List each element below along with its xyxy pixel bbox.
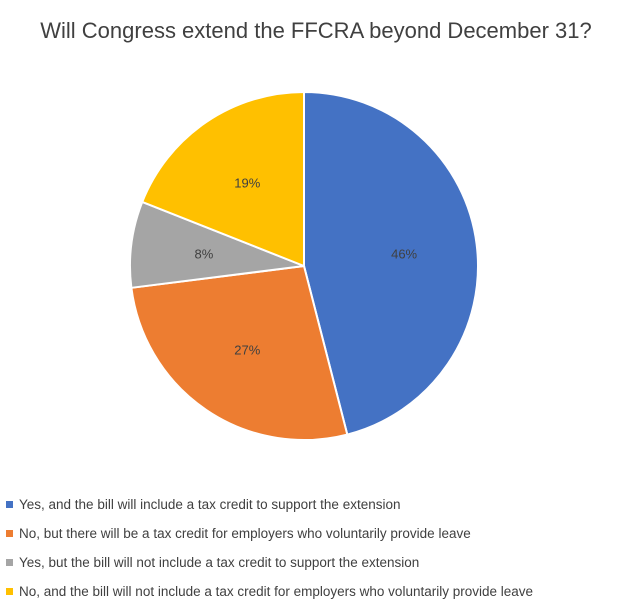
legend-label-0: Yes, and the bill will include a tax cre… [19, 497, 401, 512]
pie-slice-3 [140, 90, 305, 268]
legend-label-3: No, and the bill will not include a tax … [19, 584, 534, 599]
pie-slice-0 [303, 90, 479, 436]
legend-item-1: No, but there will be a tax credit for e… [6, 519, 630, 548]
chart-legend: Yes, and the bill will include a tax cre… [6, 490, 630, 606]
legend-item-3: No, and the bill will not include a tax … [6, 577, 630, 606]
pie-slice-label-1: 27% [234, 342, 260, 357]
pie-chart: 46% 27% 8% 19% [129, 90, 479, 441]
chart-title: Will Congress extend the FFCRA beyond De… [40, 18, 592, 43]
pie-slice-label-2: 8% [194, 246, 213, 261]
legend-swatch-1 [6, 530, 13, 537]
pie-slice-label-0: 46% [391, 246, 417, 261]
legend-item-2: Yes, but the bill will not include a tax… [6, 548, 630, 577]
legend-swatch-2 [6, 559, 13, 566]
legend-label-2: Yes, but the bill will not include a tax… [19, 555, 420, 570]
pie-slice-1 [130, 264, 349, 441]
legend-label-1: No, but there will be a tax credit for e… [19, 526, 471, 541]
legend-item-0: Yes, and the bill will include a tax cre… [6, 490, 630, 519]
pie-slice-label-3: 19% [234, 176, 260, 191]
legend-swatch-3 [6, 588, 13, 595]
legend-swatch-0 [6, 501, 13, 508]
